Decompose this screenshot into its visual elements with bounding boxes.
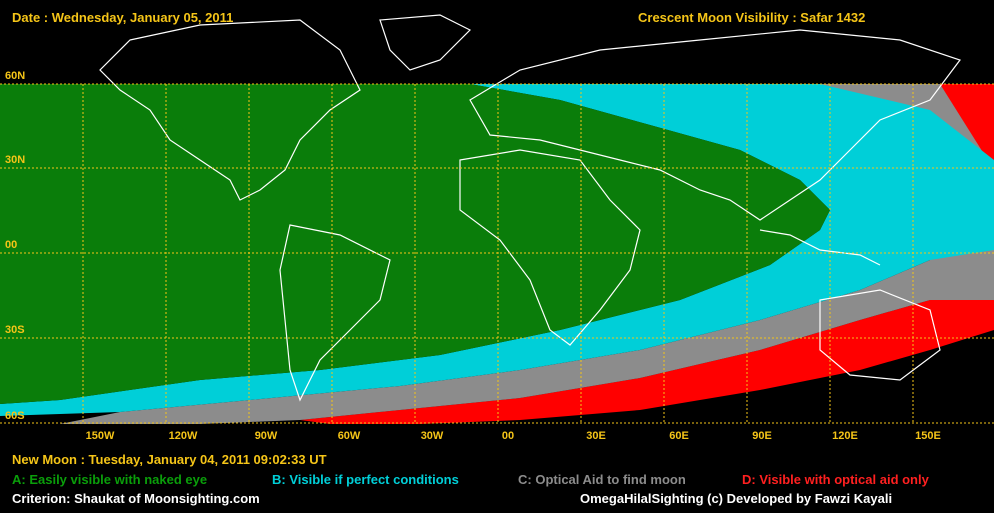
coastlines bbox=[99, 14, 961, 402]
new-moon-label: New Moon : Tuesday, January 04, 2011 09:… bbox=[12, 452, 327, 467]
lon-label-60w: 60W bbox=[337, 430, 361, 442]
legend-zone-d: D: Visible with optical aid only bbox=[742, 472, 929, 487]
australia-outline bbox=[819, 289, 941, 381]
lon-label-30w: 30W bbox=[420, 430, 444, 442]
lat-label-00: 00 bbox=[5, 239, 18, 251]
lat-label-30n: 30N bbox=[5, 154, 26, 166]
lat-label-60n: 60N bbox=[5, 70, 26, 82]
north-america-outline bbox=[99, 19, 361, 201]
zone-c-region bbox=[60, 84, 994, 424]
legend-zone-b: B: Visible if perfect conditions bbox=[272, 472, 459, 487]
legend-zone-c: C: Optical Aid to find moon bbox=[518, 472, 686, 487]
lon-label-120w: 120W bbox=[168, 430, 198, 442]
africa-outline bbox=[459, 149, 641, 346]
legend-zone-a: A: Easily visible with naked eye bbox=[12, 472, 208, 487]
grid-lines bbox=[0, 83, 994, 424]
lon-label-120e: 120E bbox=[832, 430, 858, 442]
date-label: Date : Wednesday, January 05, 2011 bbox=[12, 10, 234, 25]
lat-label-60s: 60S bbox=[5, 410, 25, 422]
credit-label: OmegaHilalSighting (c) Developed by Fawz… bbox=[580, 491, 893, 506]
south-america-outline bbox=[279, 224, 391, 402]
lon-label-90e: 90E bbox=[752, 430, 772, 442]
lat-label-30s: 30S bbox=[5, 324, 25, 336]
map-title: Crescent Moon Visibility : Safar 1432 bbox=[638, 10, 866, 25]
lon-label-150e: 150E bbox=[915, 430, 941, 442]
greenland-outline bbox=[379, 14, 472, 71]
lon-label-30e: 30E bbox=[586, 430, 606, 442]
zone-b-region bbox=[0, 84, 994, 416]
lon-label-00: 00 bbox=[501, 430, 515, 442]
indonesia-outline bbox=[759, 229, 881, 266]
lon-label-90w: 90W bbox=[254, 430, 278, 442]
lon-label-150w: 150W bbox=[85, 430, 115, 442]
eurasia-outline bbox=[469, 29, 961, 221]
lon-label-60e: 60E bbox=[669, 430, 689, 442]
criterion-label: Criterion: Shaukat of Moonsighting.com bbox=[12, 491, 260, 506]
